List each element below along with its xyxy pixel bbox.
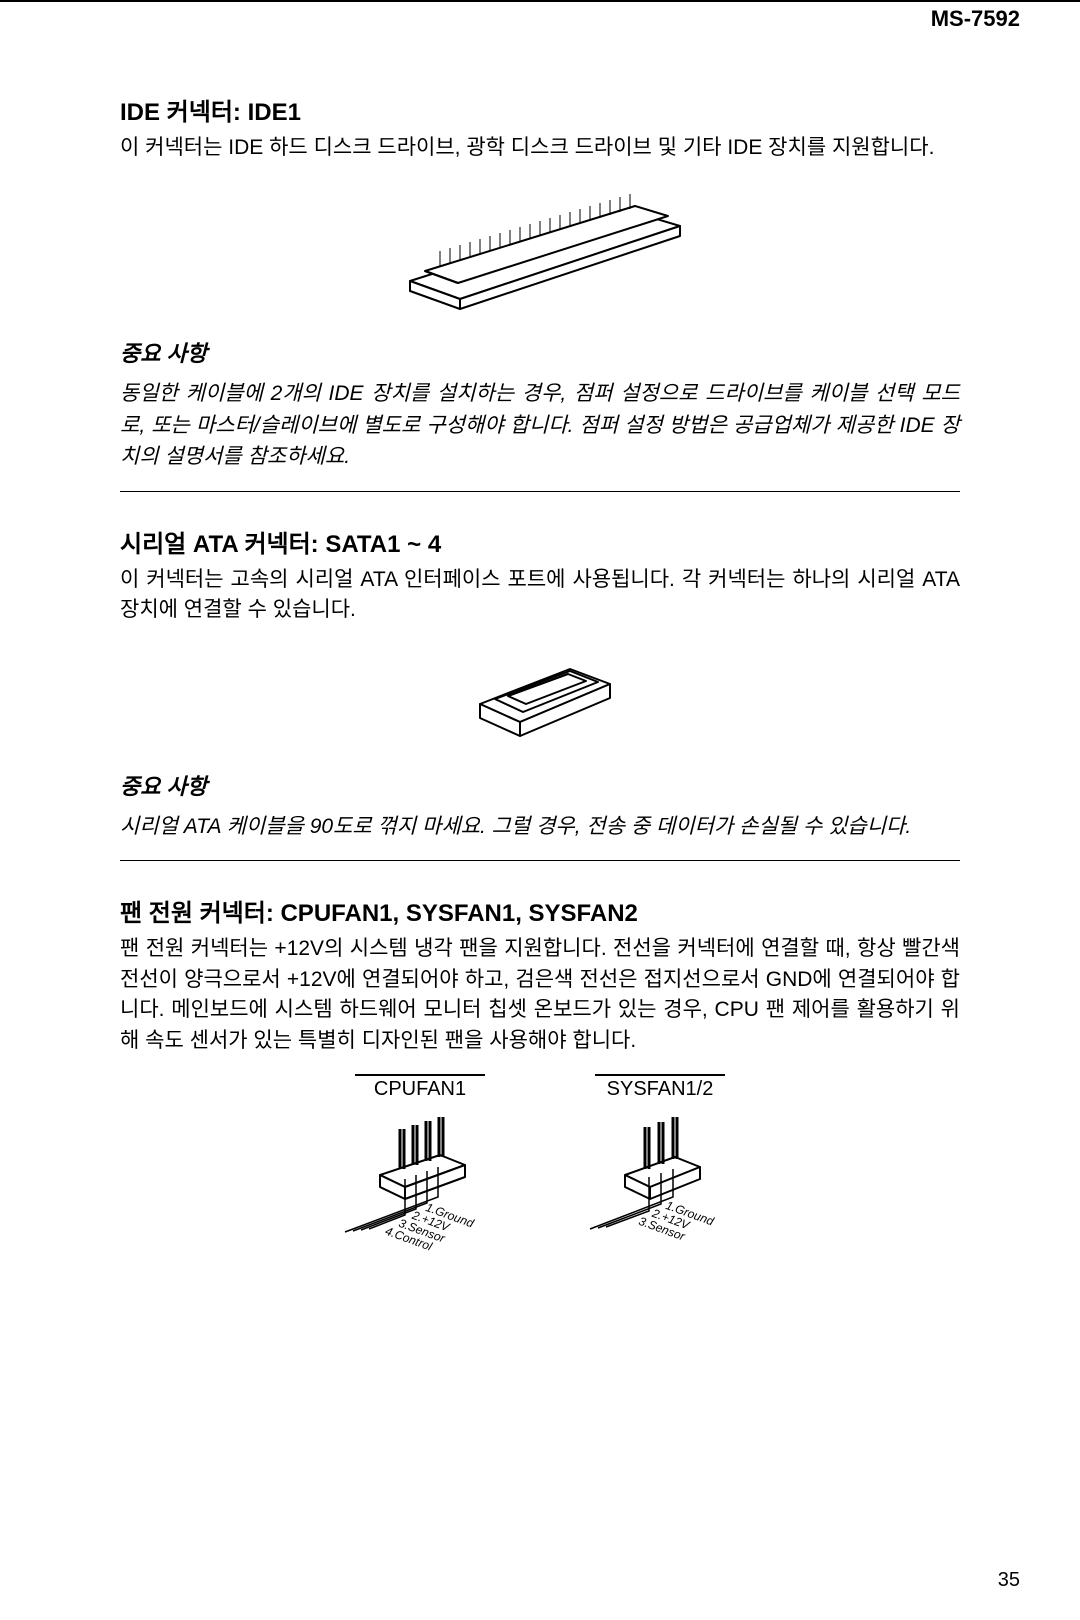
model-number: MS-7592 [931,6,1020,32]
ide-connector-icon [380,181,700,311]
divider [120,860,960,861]
sata-desc: 이 커넥터는 고속의 시리얼 ATA 인터페이스 포트에 사용됩니다. 각 커넥… [120,565,960,626]
cpufan-figure: 1.Ground 2.+12V 3.Sensor 4.Control [325,1107,515,1282]
page-number: 35 [998,1569,1020,1592]
ide-note-title: 중요 사항 [120,336,960,368]
fan-title: 팬 전원 커넥터: CPUFAN1, SYSFAN1, SYSFAN2 [120,893,960,928]
ide-note-body: 동일한 케이블에 2개의 IDE 장치를 설치하는 경우, 점퍼 설정으로 드라… [120,378,960,473]
ide-connector-figure [120,181,960,316]
section-sata: 시리얼 ATA 커넥터: SATA1 ~ 4 이 커넥터는 고속의 시리얼 AT… [120,524,960,861]
section-fan: 팬 전원 커넥터: CPUFAN1, SYSFAN1, SYSFAN2 팬 전원… [120,893,960,1282]
cpufan-label: CPUFAN1 [355,1074,485,1101]
sysfan-connector-icon: 1.Ground 2.+12V 3.Sensor [565,1107,755,1277]
sysfan-block: SYSFAN1/2 [565,1074,755,1282]
cpufan-connector-icon: 1.Ground 2.+12V 3.Sensor 4.Control [325,1107,515,1277]
fan-figures-row: CPUFAN1 [120,1074,960,1282]
page: MS-7592 IDE 커넥터: IDE1 이 커넥터는 IDE 하드 디스크 … [0,0,1080,1620]
sata-note-title: 중요 사항 [120,769,960,801]
sysfan-label: SYSFAN1/2 [595,1074,725,1101]
sysfan-figure: 1.Ground 2.+12V 3.Sensor [565,1107,755,1282]
sata-title: 시리얼 ATA 커넥터: SATA1 ~ 4 [120,524,960,559]
section-ide: IDE 커넥터: IDE1 이 커넥터는 IDE 하드 디스크 드라이브, 광학… [120,92,960,492]
fan-desc: 팬 전원 커넥터는 +12V의 시스템 냉각 팬을 지원합니다. 전선을 커넥터… [120,934,960,1056]
ide-title: IDE 커넥터: IDE1 [120,92,960,127]
ide-desc: 이 커넥터는 IDE 하드 디스크 드라이브, 광학 디스크 드라이브 및 기타… [120,133,960,163]
cpufan-block: CPUFAN1 [325,1074,515,1282]
divider [120,491,960,492]
sata-note-body: 시리얼 ATA 케이블을 90도로 꺾지 마세요. 그럴 경우, 전송 중 데이… [120,811,960,843]
sata-connector-figure [120,644,960,749]
content-area: IDE 커넥터: IDE1 이 커넥터는 IDE 하드 디스크 드라이브, 광학… [50,32,1030,1282]
sata-connector-icon [460,644,620,744]
